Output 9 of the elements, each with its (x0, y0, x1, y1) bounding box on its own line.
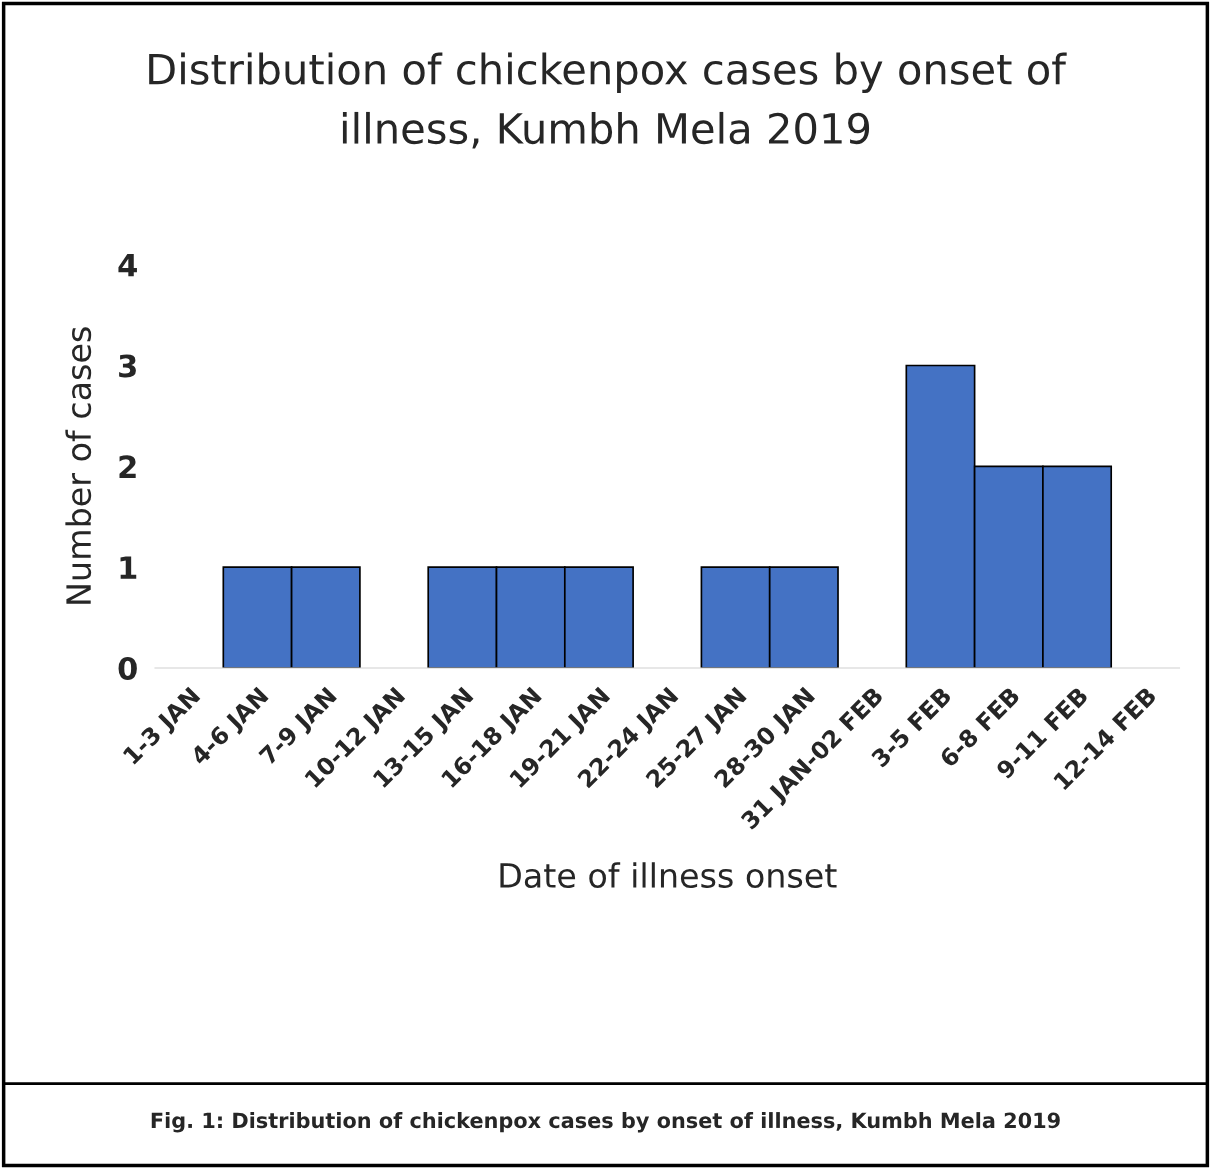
y-tick-label: 3 (119, 354, 136, 378)
chart-title: Distribution of chickenpox cases by onset of illness, Kumbh Mela 2019 (149, 52, 1067, 149)
y-tick-label: 2 (119, 455, 136, 478)
y-axis-title: Number of cases (65, 327, 92, 604)
caption: Fig. 1: Distribution of chickenpox cases by onset of illness, Kumbh Mela 2019 (151, 1112, 1060, 1133)
y-tick-label: 0 (118, 656, 137, 681)
y-tick-label: 4 (118, 253, 137, 277)
x-axis-title: Date of illness onset (500, 862, 837, 889)
y-tick-label: 1 (120, 556, 137, 579)
